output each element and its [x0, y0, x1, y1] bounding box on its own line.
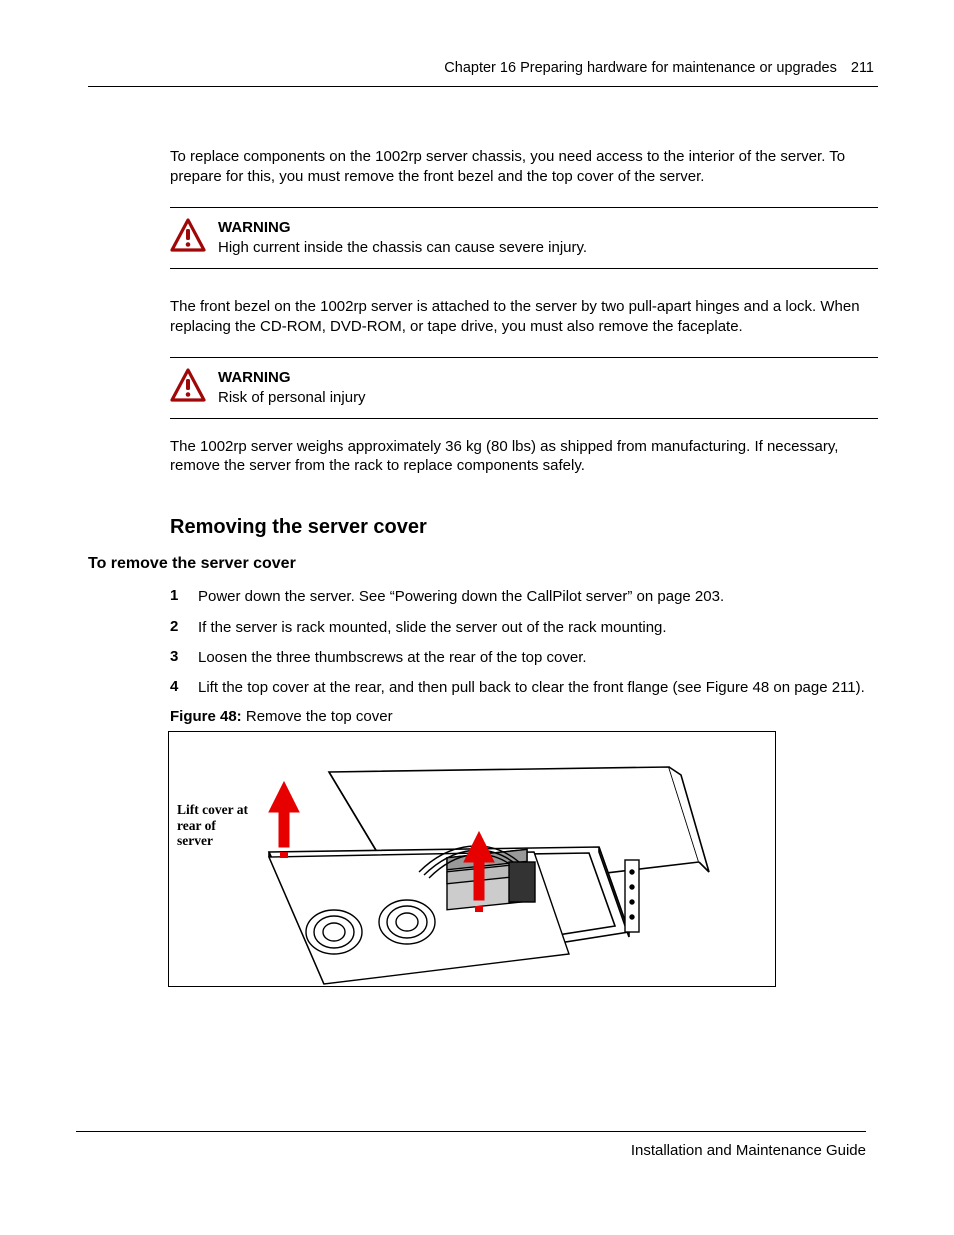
step-1: 1 Power down the server. See “Powering d…: [170, 587, 878, 607]
step-2: 2 If the server is rack mounted, slide t…: [170, 618, 878, 638]
step-3: 3 Loosen the three thumbscrews at the re…: [170, 648, 878, 668]
mid-paragraph: The front bezel on the 1002rp server is …: [170, 297, 878, 337]
warning1-title: WARNING: [218, 218, 870, 238]
page-footer: Installation and Maintenance Guide: [76, 1131, 866, 1159]
warning1-body: High current inside the chassis can caus…: [218, 238, 870, 258]
intro-paragraph: To replace components on the 1002rp serv…: [170, 147, 878, 187]
warning-icon: [170, 368, 218, 407]
page-header: Chapter 16 Preparing hardware for mainte…: [88, 60, 878, 87]
footer-text: Installation and Maintenance Guide: [631, 1142, 866, 1159]
step-4: 4 Lift the top cover at the rear, and th…: [170, 678, 878, 698]
step-text: Power down the server. See “Powering dow…: [198, 587, 878, 607]
step-number: 2: [170, 618, 198, 638]
step-number: 3: [170, 648, 198, 668]
figure-box: Lift cover at rear of server: [168, 731, 776, 987]
page-number: 211: [851, 60, 874, 76]
warning-block-2: WARNING Risk of personal injury: [170, 357, 878, 419]
server-line-art: [169, 732, 776, 987]
warning2-extra: The 1002rp server weighs approximately 3…: [170, 437, 878, 477]
warning2-title: WARNING: [218, 368, 870, 388]
warning-block-1: WARNING High current inside the chassis …: [170, 207, 878, 269]
procedure-heading: To remove the server cover: [88, 555, 878, 573]
figure-label: Figure 48:: [170, 708, 242, 725]
step-text: Lift the top cover at the rear, and then…: [198, 678, 878, 698]
step-number: 1: [170, 587, 198, 607]
warning-icon: [170, 218, 218, 257]
warning2-body: Risk of personal injury: [218, 388, 870, 408]
section-heading: Removing the server cover: [170, 516, 878, 539]
figure-caption-text: Remove the top cover: [246, 708, 393, 725]
chapter-title: Chapter 16 Preparing hardware for mainte…: [444, 60, 837, 76]
figure-caption: Figure 48: Remove the top cover: [170, 708, 878, 725]
step-text: If the server is rack mounted, slide the…: [198, 618, 878, 638]
step-number: 4: [170, 678, 198, 698]
figure-inside-label: Lift cover at rear of server: [177, 802, 255, 849]
step-text: Loosen the three thumbscrews at the rear…: [198, 648, 878, 668]
